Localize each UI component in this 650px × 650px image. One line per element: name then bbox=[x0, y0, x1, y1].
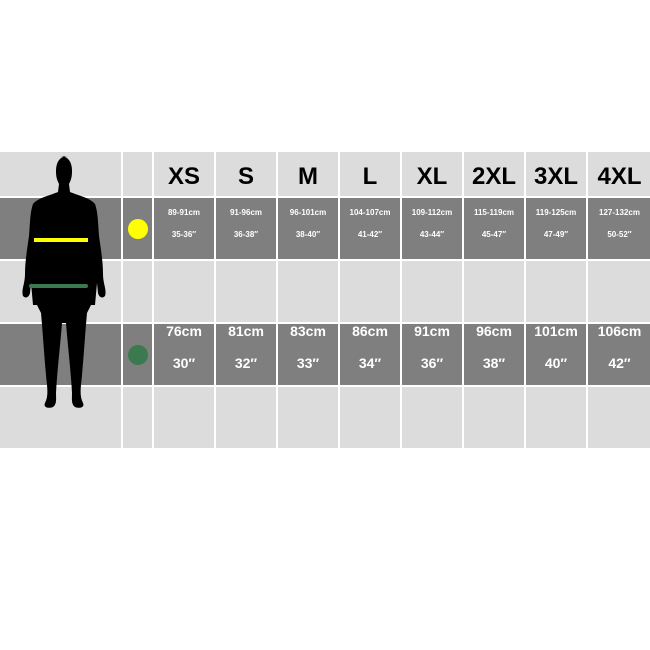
waist-inches: 34″ bbox=[358, 354, 382, 371]
size-header: 3XL bbox=[526, 152, 586, 196]
spacer-cell bbox=[526, 261, 586, 322]
chest-cm: 115-119cm bbox=[473, 207, 515, 217]
figure-cell bbox=[0, 387, 121, 448]
waist-dot-icon bbox=[127, 344, 148, 365]
size-chart-table: XS S M L XL 2XL 3XL 4XL 89-91cm 35-36″ 91-96cm 36-3… bbox=[0, 152, 650, 448]
spacer-cell bbox=[216, 261, 276, 322]
spacer-cell bbox=[464, 261, 524, 322]
spacer-cell bbox=[278, 387, 338, 448]
spacer-cell bbox=[154, 387, 214, 448]
chest-cm: 109-112cm bbox=[411, 207, 453, 217]
waist-inches: 42″ bbox=[608, 354, 631, 371]
waist-measurement: 86cm 34″ bbox=[340, 322, 400, 385]
waist-cm: 83cm bbox=[290, 322, 326, 339]
spacer-cell bbox=[278, 261, 338, 322]
waist-cm: 101cm bbox=[534, 322, 578, 339]
waist-measurement: 76cm 30″ bbox=[154, 322, 214, 385]
waist-inches: 32″ bbox=[234, 354, 258, 371]
spacer-cell bbox=[216, 387, 276, 448]
waist-indicator-cell bbox=[123, 324, 152, 385]
waist-inches: 38″ bbox=[482, 354, 506, 371]
chest-measurement: 96-101cm 38-40″ bbox=[278, 198, 338, 259]
waist-cm: 96cm bbox=[476, 322, 512, 339]
spacer-cell bbox=[464, 387, 524, 448]
chest-cm: 127-132cm bbox=[599, 207, 640, 217]
chest-cm: 96-101cm bbox=[289, 207, 327, 217]
figure-cell bbox=[0, 324, 121, 385]
waist-inches: 40″ bbox=[544, 354, 568, 371]
chest-measurement: 89-91cm 35-36″ bbox=[154, 198, 214, 259]
waist-cm: 81cm bbox=[228, 322, 264, 339]
waist-measurement: 106cm 42″ bbox=[588, 322, 650, 385]
spacer-cell bbox=[340, 261, 400, 322]
chest-cm: 91-96cm bbox=[229, 207, 263, 217]
chest-dot-icon bbox=[127, 218, 148, 239]
spacer-cell bbox=[588, 261, 650, 322]
waist-measurement: 81cm 32″ bbox=[216, 322, 276, 385]
waist-cm: 76cm bbox=[166, 322, 202, 339]
figure-cell bbox=[0, 261, 121, 322]
waist-measurement: 91cm 36″ bbox=[402, 322, 462, 385]
spacer-cell bbox=[154, 261, 214, 322]
chest-inches: 43-44″ bbox=[419, 229, 445, 239]
chest-measurement: 119-125cm 47-49″ bbox=[526, 198, 586, 259]
chest-inches: 35-36″ bbox=[171, 229, 197, 239]
chest-cm: 89-91cm bbox=[167, 207, 201, 217]
waist-measurement: 83cm 33″ bbox=[278, 322, 338, 385]
chest-cm: 104-107cm bbox=[349, 207, 391, 217]
figure-cell bbox=[0, 152, 121, 196]
waist-inches: 36″ bbox=[420, 354, 444, 371]
chest-indicator-cell bbox=[123, 198, 152, 259]
waist-inches: 30″ bbox=[172, 354, 196, 371]
chest-inches: 38-40″ bbox=[295, 229, 321, 239]
size-header: S bbox=[216, 152, 276, 196]
spacer-cell bbox=[123, 387, 152, 448]
figure-cell bbox=[0, 198, 121, 259]
chest-measurement: 115-119cm 45-47″ bbox=[464, 198, 524, 259]
waist-cm: 91cm bbox=[414, 322, 450, 339]
waist-inches: 33″ bbox=[296, 354, 320, 371]
waist-measurement: 101cm 40″ bbox=[526, 322, 586, 385]
size-header: 2XL bbox=[464, 152, 524, 196]
chest-measurement: 109-112cm 43-44″ bbox=[402, 198, 462, 259]
waist-cm: 106cm bbox=[597, 322, 642, 339]
size-header: L bbox=[340, 152, 400, 196]
spacer-cell bbox=[123, 261, 152, 322]
size-header: M bbox=[278, 152, 338, 196]
spacer-cell bbox=[402, 261, 462, 322]
size-header: XS bbox=[154, 152, 214, 196]
chest-inches: 41-42″ bbox=[357, 229, 383, 239]
chest-measurement: 127-132cm 50-52″ bbox=[588, 198, 650, 259]
waist-cm: 86cm bbox=[352, 322, 388, 339]
waist-measurement: 96cm 38″ bbox=[464, 322, 524, 385]
chest-cm: 119-125cm bbox=[535, 207, 577, 217]
indicator-header-cell bbox=[123, 152, 152, 196]
size-header: XL bbox=[402, 152, 462, 196]
chest-inches: 36-38″ bbox=[233, 229, 259, 239]
spacer-cell bbox=[526, 387, 586, 448]
size-header: 4XL bbox=[588, 152, 650, 196]
chest-inches: 45-47″ bbox=[481, 229, 507, 239]
chest-inches: 50-52″ bbox=[607, 229, 632, 239]
spacer-cell bbox=[402, 387, 462, 448]
chest-measurement: 91-96cm 36-38″ bbox=[216, 198, 276, 259]
chest-measurement: 104-107cm 41-42″ bbox=[340, 198, 400, 259]
chest-inches: 47-49″ bbox=[543, 229, 569, 239]
spacer-cell bbox=[588, 387, 650, 448]
spacer-cell bbox=[340, 387, 400, 448]
